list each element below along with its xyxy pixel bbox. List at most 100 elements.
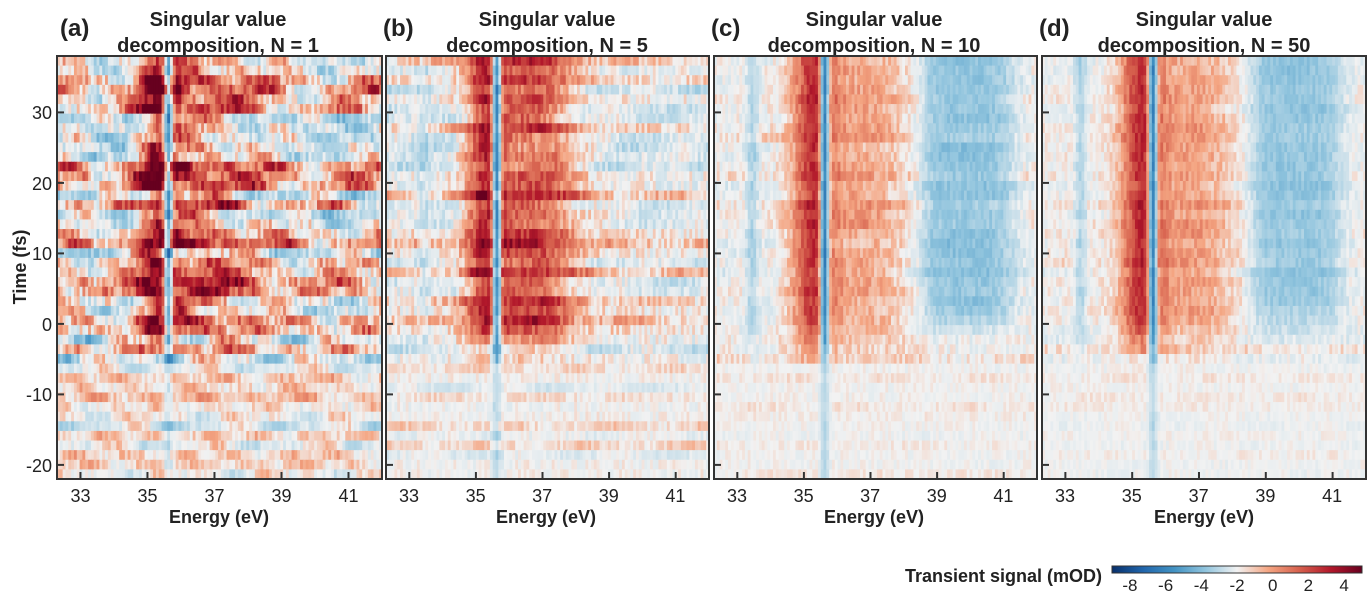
heatmap-cell <box>144 56 149 67</box>
heatmap-cell <box>155 180 160 192</box>
heatmap-cell <box>170 123 174 134</box>
heatmap-cell <box>370 84 375 96</box>
heatmap-cell <box>85 94 89 105</box>
heatmap-cell <box>201 161 205 172</box>
heatmap-cell <box>147 94 151 105</box>
heatmap-cell <box>150 171 154 182</box>
heatmap-cell <box>119 152 123 163</box>
heatmap-cell <box>178 142 182 153</box>
heatmap-cell <box>257 104 262 115</box>
heatmap-cell <box>107 152 112 163</box>
heatmap-cell <box>302 132 307 144</box>
heatmap-cell <box>206 56 211 67</box>
heatmap-cell <box>300 132 304 144</box>
heatmap-cell <box>220 84 225 96</box>
heatmap-cell <box>122 84 126 96</box>
heatmap-cell <box>88 113 92 124</box>
heatmap-cell <box>85 123 89 134</box>
heatmap-cell <box>367 113 372 124</box>
heatmap-cell <box>136 132 140 144</box>
heatmap-cell <box>260 142 264 153</box>
heatmap-cell <box>130 171 134 182</box>
heatmap-cell <box>308 123 312 134</box>
heatmap-cell <box>93 142 98 153</box>
heatmap-cell <box>90 180 95 192</box>
heatmap-cell <box>271 56 276 67</box>
heatmap-cell <box>110 84 115 96</box>
heatmap-cell <box>172 132 177 144</box>
heatmap-cell <box>226 113 230 124</box>
heatmap-cell <box>175 123 180 134</box>
heatmap-cell <box>254 180 259 192</box>
heatmap-cell <box>379 94 383 105</box>
heatmap-cell <box>294 56 298 67</box>
heatmap-cell <box>68 190 72 201</box>
heatmap-cell <box>105 161 109 172</box>
heatmap-cell <box>254 75 259 86</box>
heatmap-cell <box>127 123 132 134</box>
heatmap-cell <box>336 152 341 163</box>
heatmap-cell <box>71 171 75 182</box>
heatmap-cell <box>232 123 236 134</box>
heatmap-cell <box>71 142 75 153</box>
heatmap-cell <box>359 75 363 86</box>
heatmap-cell <box>257 180 262 192</box>
heatmap-cell <box>249 123 253 134</box>
heatmap-cell <box>96 132 100 144</box>
heatmap-cell <box>302 190 307 201</box>
heatmap-cell <box>141 190 146 201</box>
heatmap-cell <box>356 75 360 86</box>
heatmap-cell <box>345 152 349 163</box>
heatmap-cell <box>268 104 273 115</box>
heatmap-cell <box>356 113 360 124</box>
heatmap-cell <box>99 94 103 105</box>
heatmap-cell <box>339 161 344 172</box>
heatmap-cell <box>93 190 98 201</box>
heatmap-cell <box>339 152 344 163</box>
heatmap-cell <box>59 84 64 96</box>
heatmap-cell <box>235 171 239 182</box>
heatmap-cell <box>319 161 324 172</box>
heatmap-cell <box>376 171 380 182</box>
heatmap-cell <box>339 123 344 134</box>
heatmap-cell <box>240 132 245 144</box>
heatmap-cell <box>376 113 380 124</box>
heatmap-cell <box>189 75 194 86</box>
heatmap-cell <box>189 152 194 163</box>
heatmap-cell <box>240 123 245 134</box>
heatmap-cell <box>107 84 112 96</box>
heatmap-cell <box>68 161 72 172</box>
heatmap-cell <box>350 94 355 105</box>
heatmap-cell <box>218 84 222 96</box>
heatmap-cell <box>311 75 315 86</box>
heatmap-cell <box>285 65 290 76</box>
heatmap-cell <box>147 56 151 67</box>
heatmap-cell <box>271 65 276 76</box>
heatmap-cell <box>237 142 242 153</box>
heatmap-cell <box>345 84 349 96</box>
heatmap-cell <box>325 65 329 76</box>
heatmap-cell <box>271 123 276 134</box>
heatmap-cell <box>263 161 267 172</box>
heatmap-cell <box>300 142 304 153</box>
heatmap-cell <box>260 84 264 96</box>
heatmap-cell <box>223 113 228 124</box>
heatmap-cell <box>362 75 366 86</box>
heatmap-cell <box>203 84 208 96</box>
heatmap-cell <box>71 180 75 192</box>
heatmap-cell <box>127 56 132 67</box>
heatmap-cell <box>201 152 205 163</box>
heatmap-cell <box>254 84 259 96</box>
heatmap-a <box>57 56 383 480</box>
heatmap-cell <box>113 104 117 115</box>
heatmap-cell <box>274 190 279 201</box>
heatmap-cell <box>184 132 188 144</box>
heatmap-cell <box>297 94 301 105</box>
heatmap-cell <box>280 180 284 192</box>
heatmap-cell <box>73 84 78 96</box>
heatmap-cell <box>127 190 132 201</box>
heatmap-cell <box>288 94 293 105</box>
heatmap-cell <box>192 94 197 105</box>
heatmap-cell <box>212 113 216 124</box>
heatmap-cell <box>147 171 151 182</box>
